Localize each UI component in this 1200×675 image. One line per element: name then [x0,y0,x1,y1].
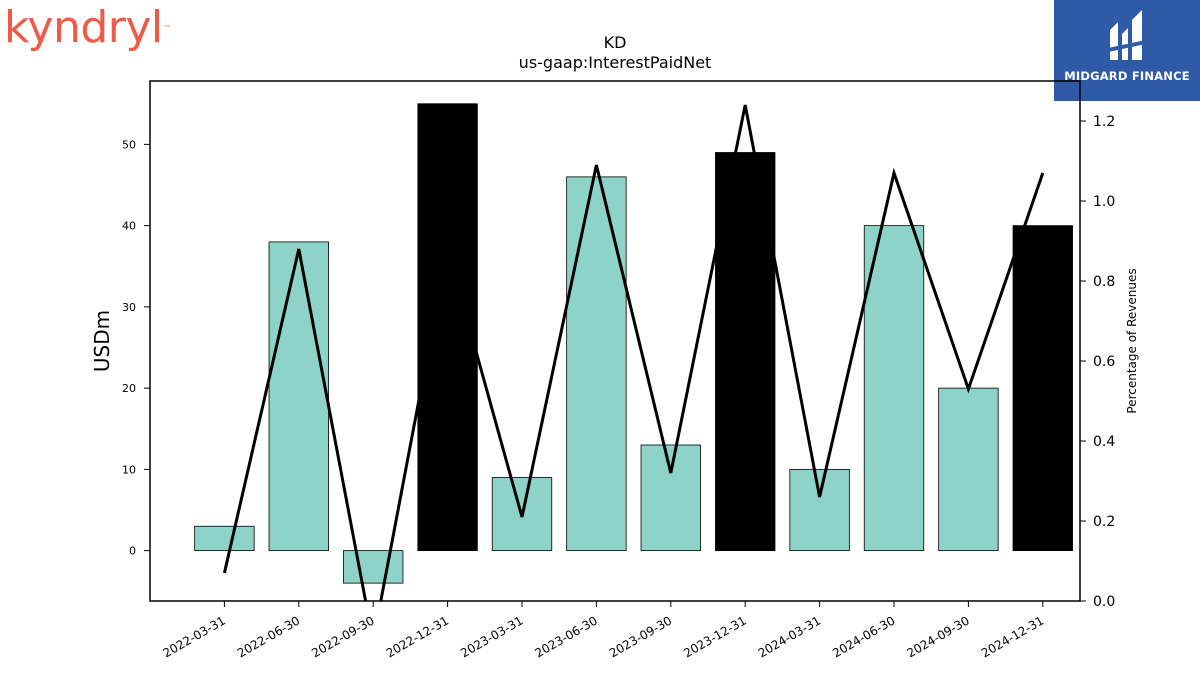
midgard-finance-logo: MIDGARD FINANCE [1054,0,1200,101]
trademark-mark: ™ [163,24,171,32]
y2-tick-label: 1.0 [1093,194,1115,210]
bar [343,550,404,584]
y2-tick-label: 0.4 [1093,434,1115,450]
percentage-line [222,104,1045,601]
x-tick-label: 2022-06-30 [235,613,302,660]
bar [640,444,701,552]
bar [863,225,925,552]
midgard-finance-name: MIDGARD FINANCE [1064,69,1190,83]
y2-axis: 0.0 0.2 0.4 0.6 0.8 1.0 1.2 [1080,114,1115,610]
chart-subtitle: us-gaap:InterestPaidNet [519,53,712,72]
bar [566,176,627,552]
bar [938,387,999,552]
kyndryl-logo: kyndryl™ [4,0,171,56]
y-tick-label: 10 [122,463,136,476]
bar [417,103,478,552]
midgard-mark-icon [1108,10,1146,60]
x-tick-label: 2022-09-30 [309,613,376,660]
bar-series [194,103,1073,584]
x-tick-label: 2024-12-31 [979,613,1046,660]
x-axis: 2022-03-31 2022-06-30 2022-09-30 2022-12-31… [160,601,1046,660]
x-tick-label: 2022-03-31 [160,613,227,660]
x-tick-label: 2024-09-30 [904,613,971,660]
y-tick-label: 50 [122,138,136,151]
x-tick-label: 2023-06-30 [532,613,599,660]
bar [194,525,255,552]
bar [715,152,776,552]
y2-tick-label: 1.2 [1093,114,1115,130]
x-tick-label: 2024-06-30 [830,613,897,660]
y-axis: 0 10 20 30 40 50 [122,138,150,558]
chart-title: KD [604,33,627,52]
x-tick-label: 2023-09-30 [607,613,674,660]
y2-tick-label: 0.0 [1093,594,1115,610]
y2-tick-label: 0.6 [1093,354,1115,370]
bar [789,468,850,552]
x-tick-label: 2024-03-31 [756,613,823,660]
y-tick-label: 0 [129,545,136,558]
kyndryl-logo-text: kyndryl [4,2,163,53]
bar [1012,225,1073,552]
plot-frame [149,80,1081,602]
bar [268,241,329,552]
y2-tick-label: 0.2 [1093,514,1115,530]
percentage-line-series [222,104,1045,601]
y2-axis-label: Percentage of Revenues [1125,268,1139,413]
y-tick-label: 20 [122,382,136,395]
x-tick-label: 2023-03-31 [458,613,525,660]
y-tick-label: 30 [122,301,136,314]
x-tick-label: 2022-12-31 [384,613,451,660]
x-tick-label: 2023-12-31 [681,613,748,660]
y-axis-label: USDm [90,310,114,372]
y2-tick-label: 0.8 [1093,274,1115,290]
y-tick-label: 40 [122,220,136,233]
